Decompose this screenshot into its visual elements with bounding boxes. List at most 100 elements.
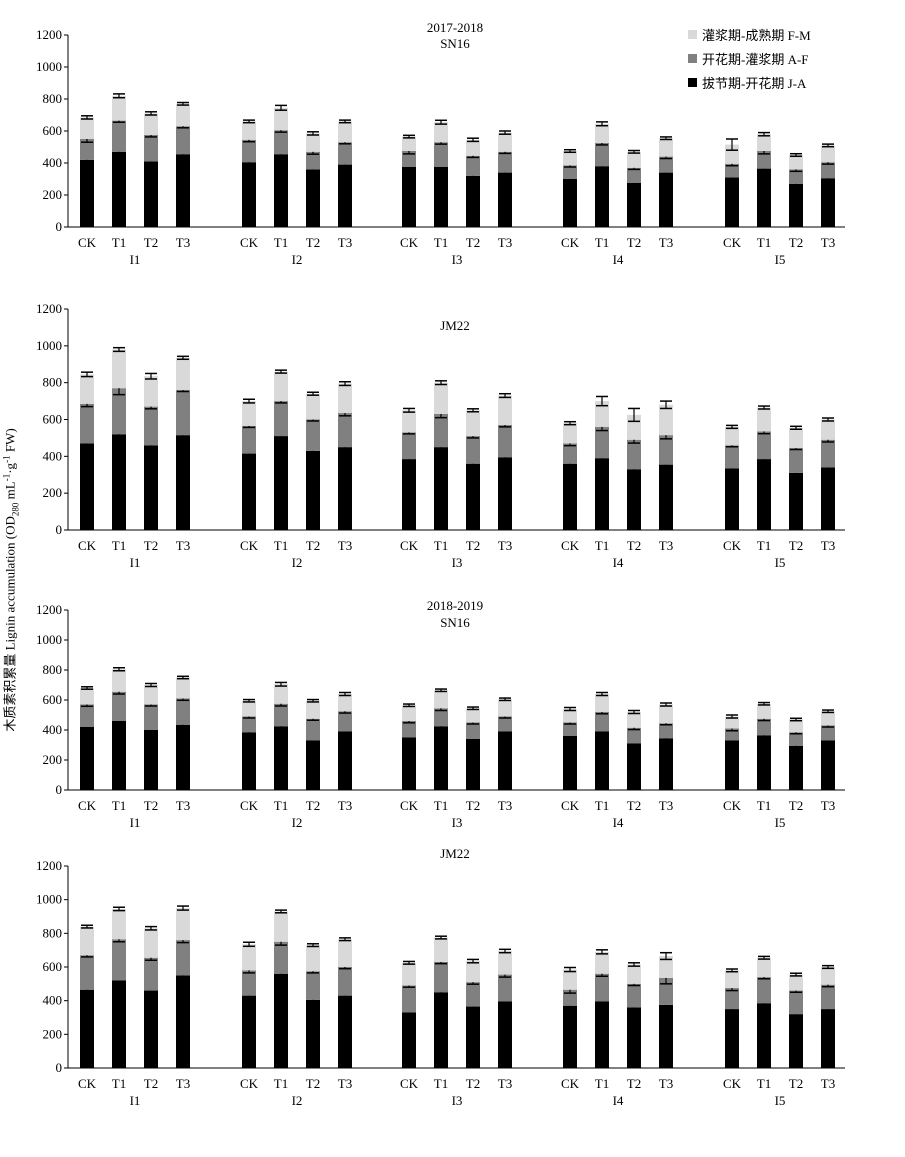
panel-2-bar-I4-T3-s1 bbox=[659, 464, 673, 530]
panel-4-bar-I5-T3-s1 bbox=[821, 1009, 835, 1068]
panel-2-bar-I3-T2-s3 bbox=[466, 410, 480, 437]
panel-2-bar-I5-T3-s3 bbox=[821, 419, 835, 440]
panel-1-bar-I2-T2-s2 bbox=[306, 151, 320, 170]
panel-4-ytick-label-800: 800 bbox=[43, 925, 63, 940]
panel-3-bar-I4-T2-s1 bbox=[627, 743, 641, 790]
panel-4-bar-I3-T1-s1 bbox=[434, 992, 448, 1068]
panel-3-bar-I4-T1-s3 bbox=[595, 694, 609, 712]
panel-2-xlabel-I3-T2: T2 bbox=[466, 538, 480, 553]
panel-1-bar-I2-CK-s1 bbox=[242, 162, 256, 227]
panel-4-ytick-label-1000: 1000 bbox=[36, 892, 62, 907]
panel-2-bar-I2-CK-s3 bbox=[242, 401, 256, 426]
panel-1-xlabel-I1-T3: T3 bbox=[176, 235, 190, 250]
panel-4-bar-I3-CK-s2 bbox=[402, 985, 416, 1013]
panel-3-group-label-I3: I3 bbox=[452, 815, 463, 830]
panel-2-bar-I4-T1-s2 bbox=[595, 426, 609, 459]
panel-3-bar-I4-T2-s3 bbox=[627, 712, 641, 728]
panel-3-bar-I2-T3-s1 bbox=[338, 731, 352, 790]
panel-4-bar-I5-CK-s3 bbox=[725, 970, 739, 989]
panel-3-bar-I1-CK-s1 bbox=[80, 727, 94, 790]
panel-2-xlabel-I5-CK: CK bbox=[723, 538, 742, 553]
panel-3-xlabel-I1-T2: T2 bbox=[144, 798, 158, 813]
panel-3-ytick-label-1200: 1200 bbox=[36, 602, 62, 617]
panel-1-bar-I3-T3-s2 bbox=[498, 151, 512, 173]
panel-3-bar-I1-T2-s2 bbox=[144, 704, 158, 730]
panel-1-bar-I3-T3-s3 bbox=[498, 132, 512, 152]
panel-3-ytick-label-800: 800 bbox=[43, 662, 63, 677]
panel-1-bar-I1-T3-s2 bbox=[176, 126, 190, 155]
panel-4-bar-I1-T1-s2 bbox=[112, 939, 126, 981]
panel-3-bar-I3-T2-s3 bbox=[466, 708, 480, 723]
panel-1-bar-I1-T3-s1 bbox=[176, 154, 190, 227]
panel-1-bar-I5-CK-s2 bbox=[725, 163, 739, 178]
panel-4-xlabel-I3-T2: T2 bbox=[466, 1076, 480, 1091]
panel-1-bar-I3-T1-s3 bbox=[434, 122, 448, 143]
panel-4-group-label-I5: I5 bbox=[775, 1093, 786, 1108]
panel-3-bar-I5-CK-s1 bbox=[725, 740, 739, 790]
panel-1-bar-I1-T2-s2 bbox=[144, 135, 158, 162]
panel-4-bar-I1-T2-s2 bbox=[144, 957, 158, 991]
panel-1-bar-I5-T3-s3 bbox=[821, 145, 835, 163]
panel-1-bar-I5-CK-s3 bbox=[725, 144, 739, 164]
panel-2-group-label-I3: I3 bbox=[452, 555, 463, 570]
panel-2-bar-I1-T3-s1 bbox=[176, 435, 190, 530]
panel-1-bar-I3-T1-s2 bbox=[434, 142, 448, 167]
panel-1-bar-I2-T2-s1 bbox=[306, 169, 320, 227]
panel-3-xlabel-I5-CK: CK bbox=[723, 798, 742, 813]
panel-2-bar-I1-T3-s3 bbox=[176, 357, 190, 391]
y-axis-label-en: Lignin accumulation bbox=[2, 542, 18, 651]
panel-3-ytick-label-200: 200 bbox=[43, 752, 63, 767]
panel-2-bar-I3-T1-s1 bbox=[434, 447, 448, 530]
panel-3-bar-I2-T1-s2 bbox=[274, 703, 288, 727]
panel-1-xlabel-I2-T2: T2 bbox=[306, 235, 320, 250]
panel-3-ytick-label-600: 600 bbox=[43, 692, 63, 707]
panel-1-bar-I5-CK-s1 bbox=[725, 177, 739, 227]
panel-2-xlabel-I2-T2: T2 bbox=[306, 538, 320, 553]
panel-1-bar-I4-T3-s3 bbox=[659, 138, 673, 157]
legend-item-f-m: 灌浆期-成熟期 F-M bbox=[688, 22, 811, 46]
panel-2-bar-I2-T1-s1 bbox=[274, 436, 288, 530]
panel-3-ytick-label-1000: 1000 bbox=[36, 632, 62, 647]
panel-2-bar-I1-CK-s2 bbox=[80, 403, 94, 444]
panel-3-bar-I1-T2-s1 bbox=[144, 730, 158, 790]
panel-4-xlabel-I2-T1: T1 bbox=[274, 1076, 288, 1091]
panel-2-bar-I2-T3-s3 bbox=[338, 383, 352, 414]
panel-3-bar-I4-T3-s2 bbox=[659, 723, 673, 739]
panel-2-bar-I5-T1-s1 bbox=[757, 459, 771, 530]
panel-3-group-label-I1: I1 bbox=[130, 815, 141, 830]
panel-2-group-label-I4: I4 bbox=[613, 555, 624, 570]
panel-2-xlabel-I1-T1: T1 bbox=[112, 538, 126, 553]
panel-4-bar-I5-T1-s3 bbox=[757, 957, 771, 978]
panel-1-bar-I2-T2-s3 bbox=[306, 133, 320, 152]
panel-1-bar-I3-CK-s3 bbox=[402, 136, 416, 151]
panel-1-xlabel-I1-CK: CK bbox=[78, 235, 97, 250]
panel-2-xlabel-I2-T1: T1 bbox=[274, 538, 288, 553]
panel-1-title-1: 2017-2018 bbox=[427, 20, 483, 35]
panel-2-bar-I4-T3-s3 bbox=[659, 404, 673, 436]
panel-4-bar-I3-T1-s2 bbox=[434, 961, 448, 993]
panel-4-bar-I4-T3-s3 bbox=[659, 956, 673, 978]
panel-3-xlabel-I5-T1: T1 bbox=[757, 798, 771, 813]
y-axis-unit-post: FW) bbox=[2, 428, 18, 456]
panel-3-bar-I2-CK-s1 bbox=[242, 732, 256, 790]
panel-3-title-1: 2018-2019 bbox=[427, 598, 483, 613]
legend-label-a-f: 开花期-灌浆期 A-F bbox=[702, 51, 809, 67]
panel-3-bar-I4-CK-s1 bbox=[563, 736, 577, 790]
legend-swatch-j-a bbox=[688, 77, 697, 87]
panel-3-bar-I1-T1-s1 bbox=[112, 721, 126, 790]
panel-4-bar-I3-CK-s3 bbox=[402, 962, 416, 986]
panel-4-xlabel-I5-T1: T1 bbox=[757, 1076, 771, 1091]
panel-4-bar-I3-T3-s2 bbox=[498, 974, 512, 1002]
panel-2-bar-I4-T3-s2 bbox=[659, 435, 673, 465]
panel-3-group-label-I4: I4 bbox=[613, 815, 624, 830]
panel-2-bar-I4-T1-s3 bbox=[595, 401, 609, 427]
panel-1-bar-I3-T2-s3 bbox=[466, 139, 480, 156]
panel-3-bar-I5-T1-s1 bbox=[757, 735, 771, 790]
panel-1-group-label-I4: I4 bbox=[613, 252, 624, 267]
panel-2-ytick-label-400: 400 bbox=[43, 448, 63, 463]
panel-4-bar-I2-T1-s3 bbox=[274, 911, 288, 942]
panel-3-xlabel-I4-T2: T2 bbox=[627, 798, 641, 813]
panel-2-group-label-I1: I1 bbox=[130, 555, 141, 570]
panel-3-bar-I3-CK-s1 bbox=[402, 737, 416, 790]
panel-3-bar-I3-CK-s2 bbox=[402, 721, 416, 738]
